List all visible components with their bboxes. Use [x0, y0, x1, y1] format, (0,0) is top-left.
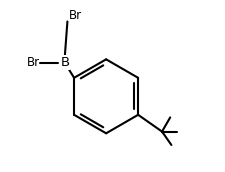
Text: Br: Br	[27, 56, 40, 69]
Text: B: B	[60, 56, 69, 69]
Text: Br: Br	[69, 9, 82, 22]
